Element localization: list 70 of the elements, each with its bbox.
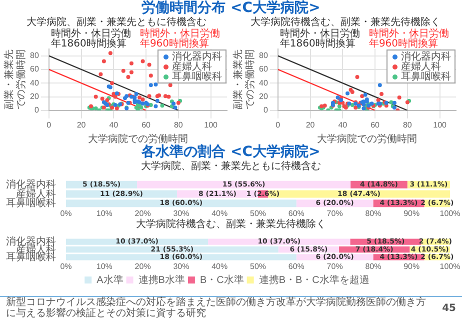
x-tick-label: 40 xyxy=(338,120,348,130)
y-tick-label: 80 xyxy=(258,51,268,60)
x-tick-label: 100% xyxy=(440,209,460,218)
x-tick-label: 10% xyxy=(96,262,112,272)
x-tick-label: 30% xyxy=(173,262,190,272)
x-tick-label: 90% xyxy=(404,209,420,218)
chart-subtitle: 大学病院、副業・兼業先ともに待機含む xyxy=(140,161,322,172)
legend-label: 連携B水準 xyxy=(138,274,185,286)
x-tick-label: 40 xyxy=(109,120,119,130)
legend-label: 産婦人科 xyxy=(172,60,212,73)
y-tick-label: 20 xyxy=(30,92,40,101)
x-axis-title: 大学病院での労働時間 xyxy=(316,132,417,145)
x-tick-label: 60% xyxy=(288,209,304,218)
x-tick-label: 100 xyxy=(433,120,448,130)
chart-subtitle: 大学病院待機含む、副業・兼業先待機除く xyxy=(250,17,442,28)
annotation: 時間外・休日労働年960時間換算 xyxy=(140,28,220,50)
x-tick-label: 20% xyxy=(134,209,151,218)
annotation: 時間外・休日労働年960時間換算 xyxy=(368,28,449,50)
legend-label: 耳鼻咽喉科 xyxy=(401,70,451,83)
legend-label: A水準 xyxy=(96,274,124,286)
chart-title: 労働時間分布 <C大学病院> xyxy=(140,0,322,16)
legend-label: 産婦人科 xyxy=(401,60,441,73)
x-tick-label: 80 xyxy=(174,120,184,130)
y-tick-label: 80 xyxy=(30,51,40,60)
y-tick-label: 40 xyxy=(30,78,40,88)
text: 45 xyxy=(441,302,457,314)
x-tick-label: 80% xyxy=(365,209,382,218)
x-tick-label: 10% xyxy=(96,209,112,218)
x-tick-label: 70% xyxy=(326,209,343,218)
y-tick-label: 60 xyxy=(258,64,268,74)
x-tick-label: 90% xyxy=(404,262,420,272)
annotation: 時間外・休日労働年1860時間換算 xyxy=(280,28,360,50)
x-tick-label: 20 xyxy=(306,120,316,130)
y-tick-label: 20 xyxy=(258,92,268,101)
x-tick-label: 20% xyxy=(134,262,151,272)
x-tick-label: 60 xyxy=(142,120,152,130)
y-tick-label: 60 xyxy=(30,64,40,74)
x-tick-label: 0 xyxy=(276,120,281,130)
legend-label: 連携B・B・C水準を超過 xyxy=(258,274,370,286)
x-tick-label: 60% xyxy=(288,262,304,272)
chart-subtitle: 大学病院待機含む、副業・兼業先待機除く xyxy=(135,219,327,230)
y-tick-label: 産婦人科 xyxy=(16,188,56,200)
x-tick-label: 30% xyxy=(173,209,190,218)
x-tick-label: 100% xyxy=(440,262,460,272)
x-tick-label: 20 xyxy=(76,120,86,130)
text: 新型コロナウイルス感染症への対応を踏まえた医師の働き方改革が大学病院勤務医師の働き方に与える影響の検証とその対策に資する研究 xyxy=(5,297,427,319)
x-axis-title: 大学病院での労働時間 xyxy=(88,132,188,145)
x-tick-label: 0% xyxy=(60,262,72,272)
x-tick-label: 40% xyxy=(212,262,228,272)
x-tick-label: 50% xyxy=(250,262,266,272)
x-tick-label: 0% xyxy=(60,209,72,218)
x-tick-label: 50% xyxy=(250,209,266,218)
y-axis-title: 副業・兼業先での労働時間 xyxy=(232,50,256,110)
chart-title: 各水準の割合 <C大学病院> xyxy=(140,144,322,160)
x-tick-label: 80 xyxy=(402,120,412,130)
y-tick-label: 消化器内科 xyxy=(6,178,56,190)
y-tick-label: 40 xyxy=(258,78,268,88)
y-tick-label: 0 xyxy=(263,106,268,115)
x-tick-label: 60 xyxy=(370,120,380,130)
x-tick-label: 80% xyxy=(365,262,382,272)
x-tick-label: 70% xyxy=(326,262,343,272)
y-tick-label: 0 xyxy=(34,106,40,115)
y-tick-label: 耳鼻咽喉科 xyxy=(6,197,56,210)
chart-subtitle: 大学病院、副業・兼業先ともに待機含む xyxy=(26,17,208,28)
legend-label: B・C水準 xyxy=(200,274,244,286)
legend-label: 耳鼻咽喉科 xyxy=(172,70,222,83)
annotation: 時間外・休日労働年1860時間換算 xyxy=(50,28,131,50)
y-axis-title: 副業・兼業先での労働時間 xyxy=(2,50,27,110)
x-tick-label: 40% xyxy=(212,209,228,218)
x-tick-label: 100 xyxy=(204,120,218,130)
